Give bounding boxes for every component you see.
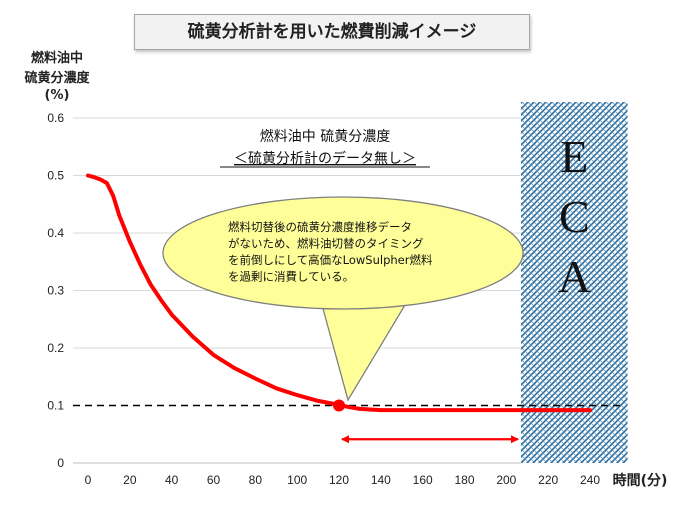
eca-zone: ECA xyxy=(520,102,628,463)
callout-text-line: 燃料切替後の硫黄分濃度推移データ xyxy=(228,220,412,234)
y-tick-label: 0.5 xyxy=(47,169,64,183)
y-tick-label: 0 xyxy=(57,456,64,470)
chart-title: 硫黄分析計を用いた燃費削減イメージ xyxy=(134,14,530,50)
x-tick-label: 40 xyxy=(165,473,179,487)
callout: 燃料切替後の硫黄分濃度推移データがないため、燃料油切替のタイミングを前倒しにして… xyxy=(162,196,524,402)
series-line xyxy=(86,173,592,413)
x-tick-label: 160 xyxy=(413,473,433,487)
callout-bubble xyxy=(162,196,524,310)
callout-text-line: がないため、燃料油切替のタイミング xyxy=(228,237,424,251)
callout-tail xyxy=(321,299,410,402)
y-tick-label: 0.3 xyxy=(47,284,64,298)
eca-letter: C xyxy=(559,191,590,242)
x-tick-label: 100 xyxy=(287,473,307,487)
x-tick-label: 0 xyxy=(85,473,92,487)
callout-text-line: を過剰に消費している。 xyxy=(228,270,354,284)
y-axis-label-line-3: (%) xyxy=(44,88,70,103)
x-axis-label: 時間(分) xyxy=(613,472,668,489)
eca-letter: A xyxy=(558,251,591,302)
x-tick-label: 220 xyxy=(538,473,558,487)
x-tick-label: 240 xyxy=(580,473,600,487)
annotation: 燃料油中 硫黄分濃度 ＜硫黄分析計のデータ無し＞ xyxy=(220,128,430,168)
x-tick-label: 20 xyxy=(123,473,137,487)
annotation-line-1: 燃料油中 硫黄分濃度 xyxy=(260,128,390,145)
y-tick-label: 0.6 xyxy=(47,111,64,125)
annotation-line-2: ＜硫黄分析計のデータ無し＞ xyxy=(234,150,416,167)
y-tick-label: 0.4 xyxy=(47,226,64,240)
x-tick-label: 180 xyxy=(454,473,474,487)
y-axis-label-line-2: 硫黄分濃度 xyxy=(24,71,90,86)
eca-zone-fill xyxy=(520,102,628,463)
callout-text-line: を前倒しにして高価なLowSulpher燃料 xyxy=(228,253,433,267)
y-axis-label-line-1: 燃料油中 xyxy=(30,51,83,66)
marker-point xyxy=(333,399,345,412)
series xyxy=(86,173,592,444)
tick-labels: 0 0.1 0.2 0.3 0.4 0.5 0.6 0 20 40 60 80 100 120 140 160… xyxy=(47,111,667,489)
eca-letter: E xyxy=(560,131,588,182)
x-tick-label: 80 xyxy=(249,473,263,487)
y-tick-label: 0.1 xyxy=(47,399,64,413)
x-tick-label: 60 xyxy=(207,473,221,487)
x-tick-label: 140 xyxy=(371,473,391,487)
x-tick-label: 120 xyxy=(329,473,349,487)
y-tick-label: 0.2 xyxy=(47,341,64,355)
x-tick-label: 200 xyxy=(496,473,516,487)
